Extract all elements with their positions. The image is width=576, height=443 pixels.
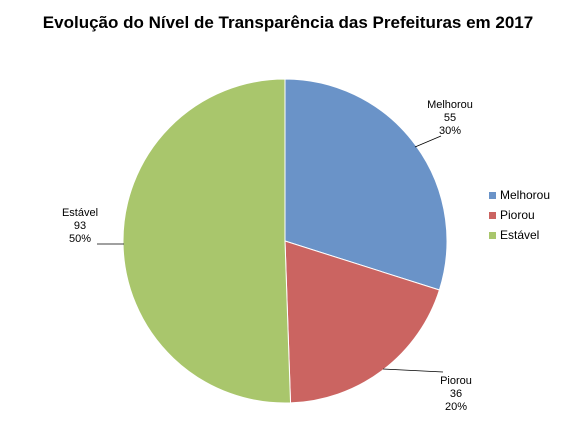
legend-label-estável: Estável: [500, 228, 539, 242]
data-labels: Melhorou 55 30% Piorou 36 20% Estável 93 50%: [62, 99, 473, 413]
leader-line-melhorou: [414, 135, 442, 148]
legend-label-melhorou: Melhorou: [500, 188, 550, 202]
data-label-estável: Estável 93 50%: [62, 207, 98, 245]
pie-slices: [122, 78, 448, 404]
legend-swatch-estável: [489, 232, 496, 239]
legend-label-piorou: Piorou: [500, 208, 535, 222]
legend-swatch-melhorou: [489, 192, 496, 199]
pie-slice-piorou: [284, 240, 441, 404]
data-label-melhorou: Melhorou 55 30%: [427, 99, 473, 137]
pie-slice-melhorou: [284, 78, 448, 291]
chart-title: Evolução do Nível de Transparência das P…: [43, 13, 533, 32]
legend: Melhorou Piorou Estável: [489, 188, 550, 242]
label-leader-lines: [97, 135, 444, 373]
leader-line-piorou: [382, 368, 444, 373]
data-label-piorou: Piorou 36 20%: [440, 375, 472, 413]
pie-slice-estável: [122, 78, 292, 404]
legend-swatch-piorou: [489, 212, 496, 219]
